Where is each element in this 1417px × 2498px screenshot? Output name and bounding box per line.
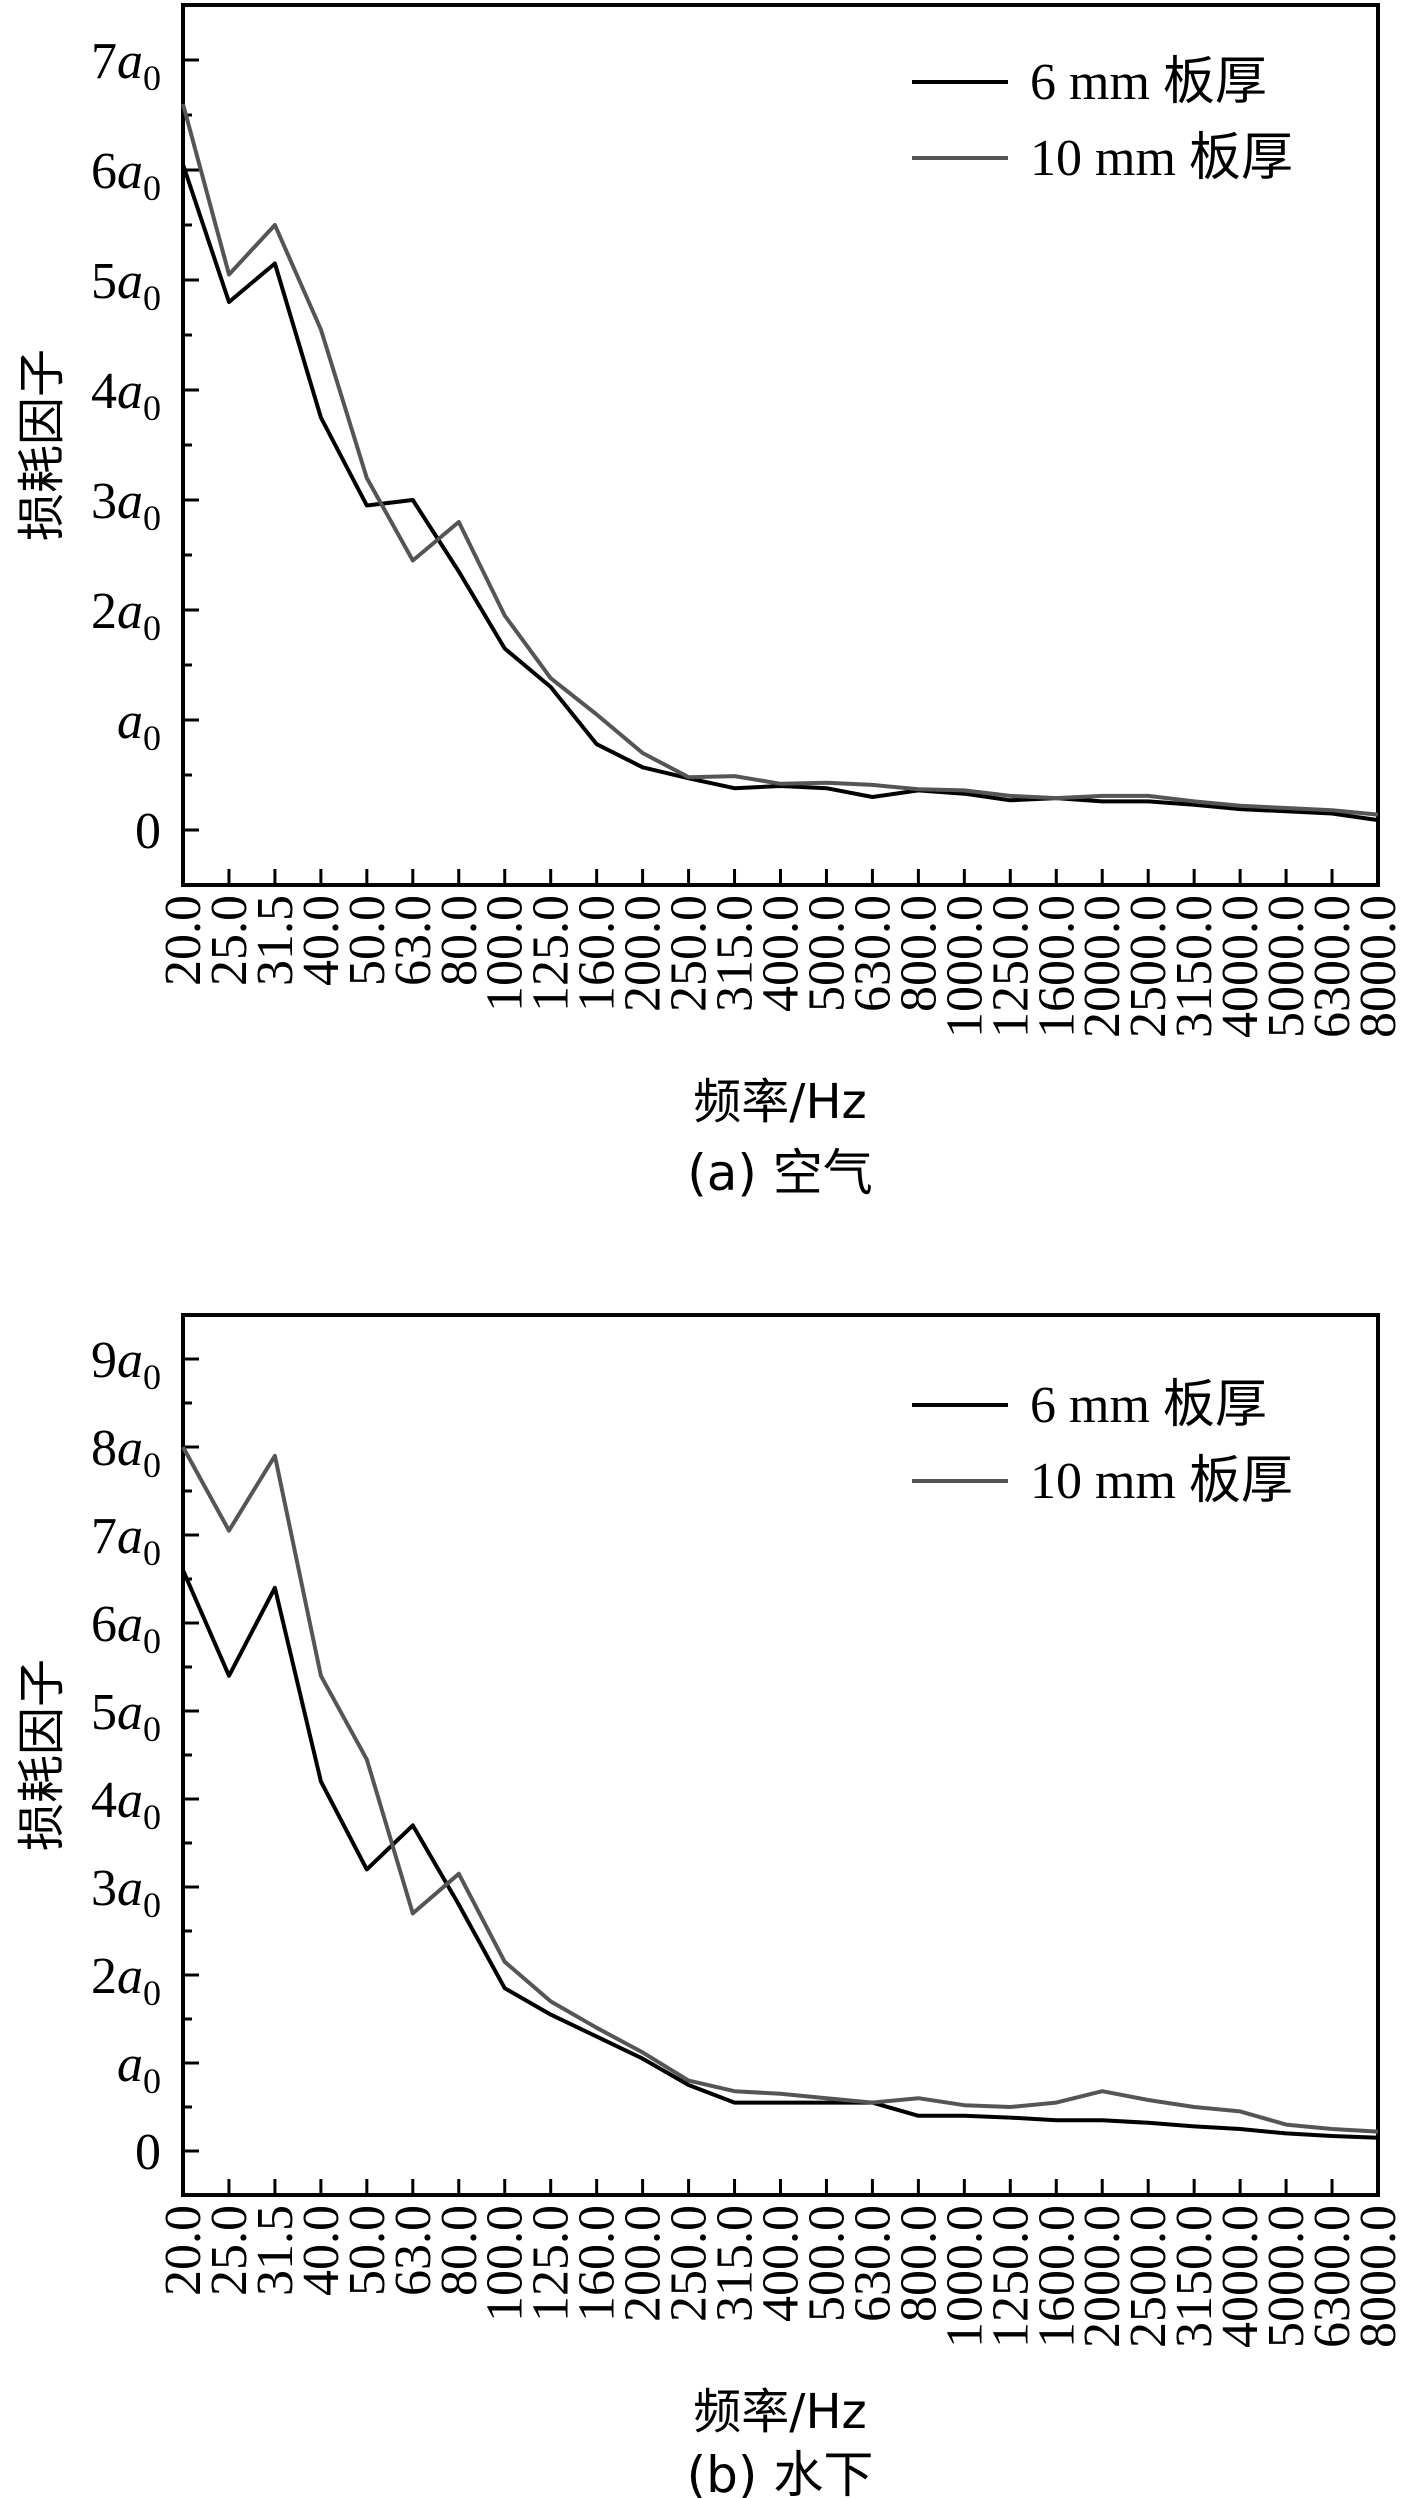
x-tick-label: 40.0 [293,2205,350,2296]
x-axis-title: 频率/Hz [693,1074,866,1130]
x-tick-label: 630.0 [844,895,901,1012]
x-tick-label: 500.0 [798,895,855,1012]
legend-label-6mm: 6 mm 板厚 [1030,54,1267,111]
y-tick-label: 6a0 [91,143,161,208]
y-tick-label: a0 [117,2036,161,2101]
legend: 6 mm 板厚 10 mm 板厚 [912,1377,1293,1510]
x-tick-label: 2000.0 [1074,2205,1131,2348]
x-tick-label: 400.0 [753,895,810,1012]
x-tick-label: 20.0 [155,2205,212,2296]
x-tick-label: 50.0 [339,2205,396,2296]
x-tick-label: 6300.0 [1304,2205,1361,2348]
caption-a: (a) 空气 [687,1144,873,1202]
x-tick-label: 80.0 [431,895,488,986]
y-tick-label: 5a0 [91,1684,161,1749]
x-axis: 20.025.031.540.050.063.080.0100.0125.016… [155,2179,1407,2348]
y-tick-label: 0 [135,803,161,860]
x-tick-label: 160.0 [569,2205,626,2322]
x-tick-label: 100.0 [477,895,534,1012]
y-tick-label: 7a0 [91,1508,161,1573]
x-tick-label: 5000.0 [1258,2205,1315,2348]
series-lines [181,103,1379,823]
y-tick-label: 3a0 [91,473,161,538]
x-tick-label: 8000.0 [1350,2205,1407,2348]
caption-b: (b) 水下 [687,2446,874,2498]
y-tick-label: 8a0 [91,1420,161,1485]
series-line-6mm [181,1569,1379,2140]
x-tick-label: 800.0 [890,895,947,1012]
x-tick-label: 5000.0 [1258,895,1315,1038]
x-tick-label: 6300.0 [1304,895,1361,1038]
series-line-10mm [181,103,1379,817]
y-tick-label: 5a0 [91,253,161,318]
x-tick-label: 100.0 [477,2205,534,2322]
y-tick-label: 2a0 [91,1948,161,2013]
legend-label-10mm: 10 mm 板厚 [1030,130,1293,187]
x-tick-label: 1250.0 [982,2205,1039,2348]
y-tick-label: 7a0 [91,33,161,98]
chart-panel-b: 0 a0 2a0 3a0 4a0 5a0 6a0 7a0 8a0 9a0 20.025.031.5… [14,1313,1407,2498]
x-tick-label: 1250.0 [982,895,1039,1038]
series-line-10mm [181,1446,1379,2134]
x-tick-label: 40.0 [293,895,350,986]
series-line-6mm [181,163,1379,823]
x-tick-label: 160.0 [569,895,626,1012]
x-tick-label: 1000.0 [936,2205,993,2348]
y-axis: 0 a0 2a0 3a0 4a0 5a0 6a0 7a0 8a0 9a0 [91,1332,199,2181]
y-axis-title: 损耗因子 [14,349,70,541]
series-lines [181,1446,1379,2140]
y-tick-label: 3a0 [91,1860,161,1925]
x-tick-label: 1000.0 [936,895,993,1038]
x-tick-label: 1600.0 [1028,2205,1085,2348]
x-tick-label: 125.0 [523,2205,580,2322]
x-tick-label: 8000.0 [1350,895,1407,1038]
y-tick-label: 2a0 [91,583,161,648]
x-tick-label: 315.0 [707,895,764,1012]
legend-label-6mm: 6 mm 板厚 [1030,1377,1267,1434]
y-tick-label: 4a0 [91,363,161,428]
x-tick-label: 31.5 [247,895,304,986]
x-tick-label: 800.0 [890,2205,947,2322]
x-tick-label: 250.0 [661,2205,718,2322]
y-axis: 0 a0 2a0 3a0 4a0 5a0 6a0 7a0 [91,33,199,860]
x-tick-label: 63.0 [385,2205,442,2296]
x-tick-label: 50.0 [339,895,396,986]
x-tick-label: 25.0 [201,895,258,986]
x-tick-label: 125.0 [523,895,580,1012]
x-tick-label: 80.0 [431,2205,488,2296]
x-tick-label: 2500.0 [1120,895,1177,1038]
x-tick-label: 4000.0 [1212,2205,1269,2348]
x-tick-label: 200.0 [615,895,672,1012]
y-tick-label: 9a0 [91,1332,161,1397]
y-tick-label: 4a0 [91,1772,161,1837]
x-tick-label: 2000.0 [1074,895,1131,1038]
x-tick-label: 4000.0 [1212,895,1269,1038]
x-tick-label: 3150.0 [1166,2205,1223,2348]
x-tick-label: 31.5 [247,2205,304,2296]
x-tick-label: 200.0 [615,2205,672,2322]
x-tick-label: 400.0 [753,2205,810,2322]
legend: 6 mm 板厚 10 mm 板厚 [912,54,1293,187]
x-tick-label: 1600.0 [1028,895,1085,1038]
x-tick-label: 500.0 [798,2205,855,2322]
legend-label-10mm: 10 mm 板厚 [1030,1453,1293,1510]
x-tick-label: 63.0 [385,895,442,986]
y-tick-label: 6a0 [91,1596,161,1661]
x-tick-label: 2500.0 [1120,2205,1177,2348]
x-tick-label: 3150.0 [1166,895,1223,1038]
x-tick-label: 630.0 [844,2205,901,2322]
y-tick-label: 0 [135,2124,161,2181]
x-axis-title: 频率/Hz [693,2384,866,2440]
x-tick-label: 20.0 [155,895,212,986]
x-tick-label: 250.0 [661,895,718,1012]
x-axis: 20.025.031.540.050.063.080.0100.0125.016… [155,869,1407,1038]
x-tick-label: 25.0 [201,2205,258,2296]
y-tick-label: a0 [117,693,161,758]
y-axis-title: 损耗因子 [14,1659,70,1851]
x-tick-label: 315.0 [707,2205,764,2322]
